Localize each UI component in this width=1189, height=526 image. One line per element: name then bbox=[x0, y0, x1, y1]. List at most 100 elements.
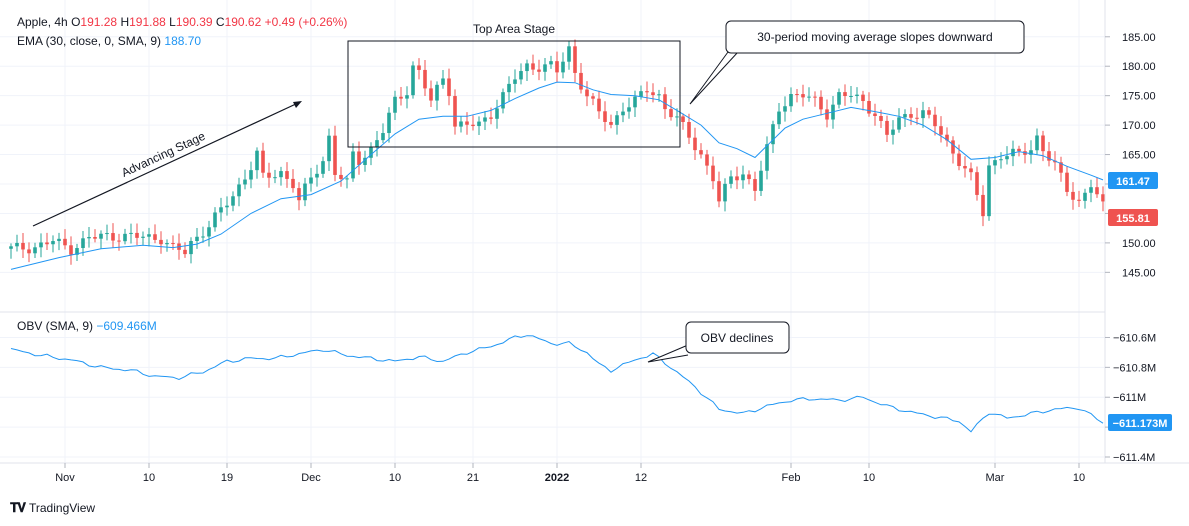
candle-body bbox=[747, 174, 751, 180]
time-axis[interactable]: Nov 10 19 Dec 10 21 2022 12 Feb 10 Mar 10 bbox=[55, 463, 1085, 484]
candle-body bbox=[255, 150, 259, 171]
candle-body bbox=[201, 236, 205, 238]
candle-body bbox=[573, 46, 577, 73]
candle-body bbox=[423, 69, 427, 89]
candle-body bbox=[381, 133, 385, 141]
candle-body bbox=[285, 171, 289, 179]
candle-body bbox=[963, 166, 967, 169]
candle-body bbox=[735, 176, 739, 181]
candle-body bbox=[15, 242, 19, 247]
candle-body bbox=[429, 88, 433, 101]
candle-body bbox=[159, 239, 163, 245]
candle-body bbox=[891, 129, 895, 135]
candle-body bbox=[717, 181, 721, 202]
candle-body bbox=[957, 153, 961, 167]
candle-body bbox=[1083, 192, 1087, 201]
candle-body bbox=[975, 172, 979, 195]
candle-body bbox=[879, 116, 883, 121]
candle-body bbox=[81, 238, 85, 249]
low-value: 190.39 bbox=[175, 15, 213, 29]
candle-body bbox=[273, 177, 277, 179]
candle-body bbox=[651, 92, 655, 96]
candles bbox=[9, 39, 1105, 265]
top-area-label: Top Area Stage bbox=[473, 22, 555, 36]
candle-body bbox=[213, 212, 217, 228]
price-tick-label: 185.00 bbox=[1122, 32, 1156, 44]
candle-body bbox=[63, 238, 67, 246]
candle-body bbox=[1095, 187, 1099, 195]
candle-body bbox=[987, 165, 991, 217]
candle-body bbox=[789, 94, 793, 107]
candle-body bbox=[849, 96, 853, 98]
price-tick-label: 150.00 bbox=[1122, 238, 1156, 250]
obv-tick-label: −610.6M bbox=[1113, 332, 1156, 344]
price-axis[interactable]: 145.00150.00155.00160.00165.00170.00175.… bbox=[1105, 32, 1156, 280]
candle-body bbox=[585, 89, 589, 97]
candle-body bbox=[741, 174, 745, 181]
candle-body bbox=[45, 242, 49, 245]
candle-body bbox=[1101, 194, 1105, 202]
candle-body bbox=[603, 111, 607, 122]
candle-body bbox=[435, 84, 439, 101]
candle-body bbox=[57, 238, 61, 242]
candle-body bbox=[657, 94, 661, 96]
candle-body bbox=[1047, 151, 1051, 161]
candle-body bbox=[489, 117, 493, 119]
candle-body bbox=[33, 247, 37, 254]
close-label: C bbox=[215, 15, 225, 29]
candle-body bbox=[51, 241, 55, 245]
candle-body bbox=[759, 170, 763, 191]
candle-body bbox=[453, 96, 457, 127]
candle-body bbox=[783, 106, 787, 112]
obv-line bbox=[10, 335, 1104, 433]
candle-body bbox=[867, 101, 871, 114]
ema-legend[interactable]: EMA (30, close, 0, SMA, 9) 188.70 bbox=[17, 34, 201, 48]
last-price-tag-text: 155.81 bbox=[1116, 213, 1150, 225]
candle-body bbox=[93, 236, 97, 239]
candle-body bbox=[123, 233, 127, 242]
candle-body bbox=[597, 98, 601, 112]
obv-legend[interactable]: OBV (SMA, 9) −609.466M bbox=[17, 319, 157, 333]
candle-body bbox=[147, 234, 151, 237]
candle-body bbox=[105, 233, 109, 235]
ema-legend-value: 188.70 bbox=[164, 34, 202, 48]
tradingview-brand[interactable]: 𝐓𝐕 TradingView bbox=[10, 500, 95, 516]
candle-body bbox=[681, 116, 685, 122]
candle-body bbox=[525, 63, 529, 72]
candle-body bbox=[39, 242, 43, 248]
open-value: 191.28 bbox=[80, 15, 118, 29]
candle-body bbox=[1017, 148, 1021, 152]
candle-body bbox=[567, 46, 571, 62]
obv-tick-label: −611M bbox=[1113, 392, 1146, 404]
time-tick-label: 21 bbox=[467, 472, 479, 484]
candle-body bbox=[501, 92, 505, 109]
ema-price-tag bbox=[1108, 172, 1158, 189]
symbol-label[interactable]: Apple, 4h bbox=[17, 15, 68, 29]
candle-body bbox=[1059, 162, 1063, 173]
candle-body bbox=[723, 183, 727, 202]
candle-body bbox=[387, 112, 391, 134]
candle-body bbox=[609, 121, 613, 125]
obv-callout-pointer bbox=[647, 344, 689, 363]
candle-body bbox=[663, 94, 667, 110]
time-tick-label: Dec bbox=[301, 472, 321, 484]
candle-body bbox=[945, 134, 949, 141]
candle-body bbox=[1089, 187, 1093, 193]
candle-body bbox=[309, 177, 313, 184]
time-tick-label: 10 bbox=[143, 472, 155, 484]
candle-body bbox=[1065, 172, 1069, 192]
candle-body bbox=[87, 236, 91, 239]
last-price-tag bbox=[1108, 209, 1158, 226]
candle-body bbox=[303, 183, 307, 201]
candle-body bbox=[1077, 199, 1081, 201]
candle-body bbox=[483, 117, 487, 122]
candle-body bbox=[135, 232, 139, 238]
time-tick-label: Mar bbox=[986, 472, 1005, 484]
candle-body bbox=[291, 178, 295, 189]
candle-body bbox=[27, 249, 31, 254]
time-tick-label: 10 bbox=[863, 472, 875, 484]
candle-body bbox=[297, 188, 301, 201]
candle-body bbox=[993, 160, 997, 166]
candle-body bbox=[915, 117, 919, 119]
